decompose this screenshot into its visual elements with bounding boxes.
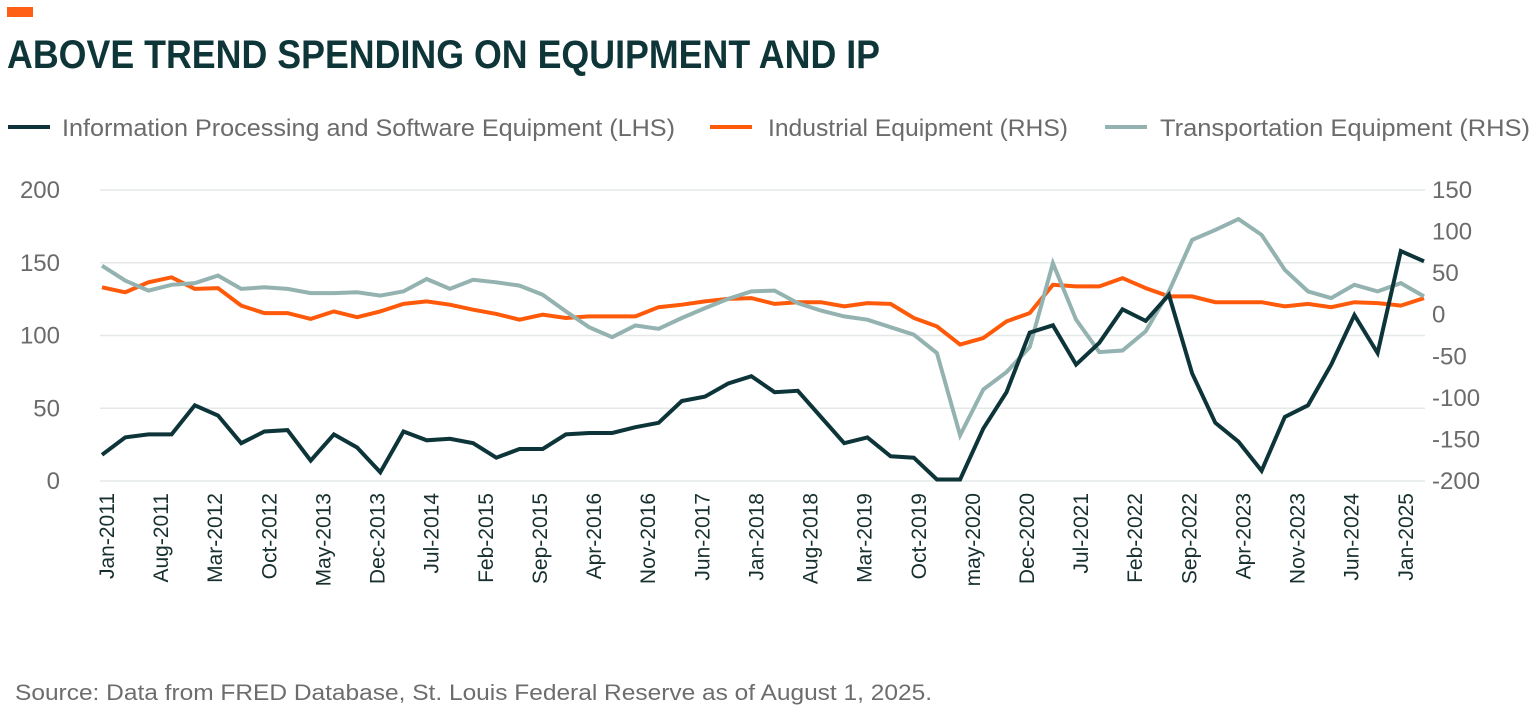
right-tick-label: 150	[1432, 177, 1472, 204]
x-tick-label: Jul-2014	[421, 493, 444, 574]
series-lines	[100, 216, 1425, 482]
right-tick-label: -50	[1432, 343, 1467, 370]
series-line-information-processing	[100, 248, 1425, 482]
x-tick-label: Sep-2022	[1178, 493, 1201, 584]
x-tick-label: Mar-2012	[204, 493, 227, 583]
x-tick-label: Jan-2011	[96, 493, 119, 579]
x-tick-label: Aug-2018	[800, 493, 823, 584]
x-tick-label: Nov-2023	[1287, 493, 1310, 584]
accent-bar	[7, 7, 33, 17]
right-tick-label: 50	[1432, 260, 1459, 287]
legend-label: Industrial Equipment (RHS)	[768, 115, 1068, 142]
x-tick-label: Apr-2023	[1232, 493, 1255, 579]
legend-label: Information Processing and Software Equi…	[62, 115, 675, 142]
left-tick-label: 150	[20, 250, 60, 277]
x-tick-label: Dec-2020	[1016, 493, 1039, 584]
right-tick-label: -100	[1432, 385, 1480, 412]
x-tick-label: Oct-2012	[258, 493, 281, 579]
left-tick-label: 0	[47, 468, 60, 495]
source-note: Source: Data from FRED Database, St. Lou…	[15, 680, 932, 705]
x-tick-label: Jan-2018	[745, 493, 768, 581]
left-tick-label: 50	[33, 395, 60, 422]
x-tick-label: Feb-2015	[475, 493, 498, 583]
x-tick-label: Jul-2021	[1070, 493, 1093, 574]
x-tick-label: Sep-2015	[529, 493, 552, 584]
x-tick-label: Mar-2019	[854, 493, 877, 583]
right-tick-label: 100	[1432, 219, 1472, 246]
left-tick-label: 200	[20, 177, 60, 204]
x-tick-label: May-2013	[312, 493, 335, 586]
x-tick-label: Jan-2025	[1395, 493, 1418, 581]
right-tick-label: 0	[1432, 302, 1445, 329]
x-tick-label: Apr-2016	[583, 493, 606, 579]
legend: Information Processing and Software Equi…	[8, 115, 1530, 142]
right-tick-label: -200	[1432, 468, 1480, 495]
gridlines	[100, 189, 1425, 482]
x-tick-label: Feb-2022	[1124, 493, 1147, 583]
left-axis: 200 150 100 50 0	[20, 177, 60, 495]
left-tick-label: 100	[20, 323, 60, 350]
legend-label: Transportation Equipment (RHS)	[1160, 115, 1530, 142]
x-tick-label: Jun-2024	[1341, 493, 1364, 581]
x-tick-label: Aug-2011	[150, 493, 173, 583]
series-line-industrial-equipment	[101, 275, 1425, 347]
x-tick-label: Oct-2019	[908, 493, 931, 579]
series-line-transportation-equipment	[100, 216, 1425, 441]
x-tick-label: may-2020	[962, 493, 985, 586]
x-axis: Jan-2011 Aug-2011 Mar-2012 Oct-2012 May-2013…	[96, 493, 1418, 587]
chart-title: ABOVE TREND SPENDING ON EQUIPMENT AND IP	[7, 33, 880, 77]
x-tick-label: Jun-2017	[691, 493, 714, 581]
x-tick-label: Dec-2013	[367, 493, 390, 584]
right-tick-label: -150	[1432, 426, 1480, 453]
right-axis: 150 100 50 0 -50 -100 -150 -200	[1432, 177, 1480, 495]
x-tick-label: Nov-2016	[637, 493, 660, 584]
